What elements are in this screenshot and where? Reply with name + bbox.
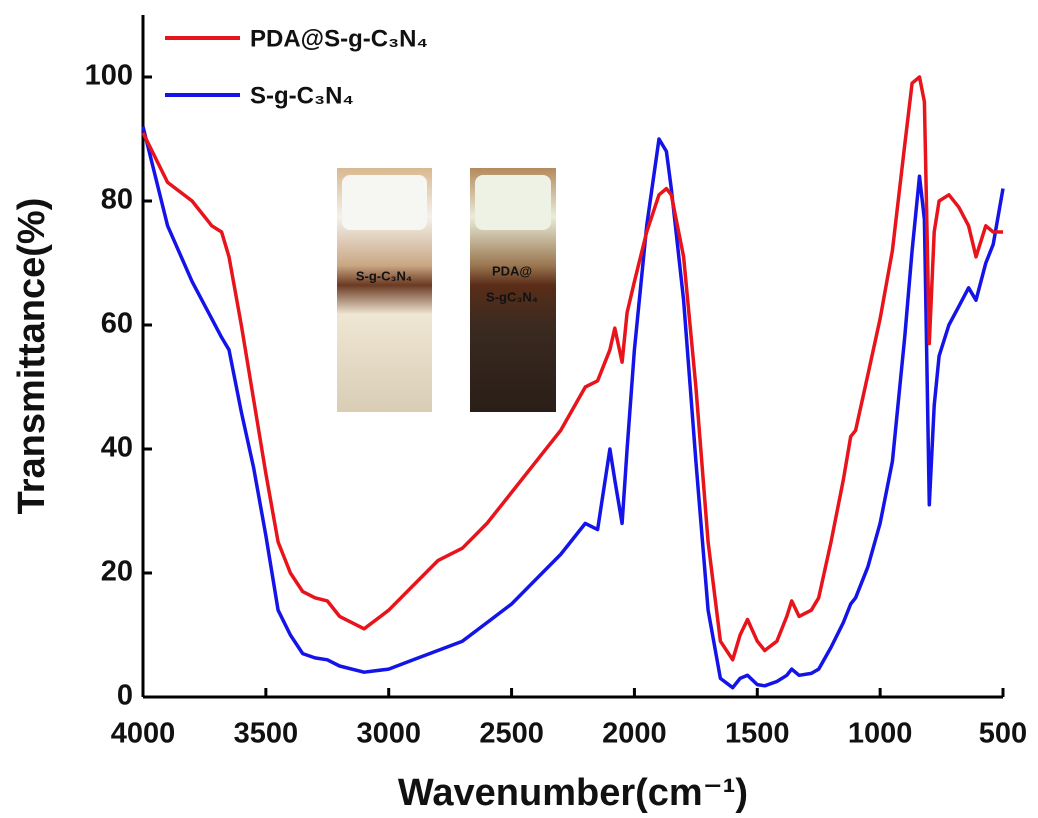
x-tick-label: 4000 bbox=[111, 718, 176, 750]
y-tick-label: 0 bbox=[117, 680, 133, 712]
y-tick-label: 60 bbox=[101, 308, 133, 340]
inset-label: S-gC₃N₄ bbox=[486, 289, 538, 304]
x-axis-title: Wavenumber(cm⁻¹) bbox=[398, 772, 748, 814]
x-tick-label: 3000 bbox=[356, 718, 421, 750]
inset-label: PDA@ bbox=[492, 263, 532, 278]
legend-label: PDA@S-g-C₃N₄ bbox=[250, 25, 428, 52]
legend-label: S-g-C₃N₄ bbox=[250, 82, 354, 109]
x-tick-label: 2000 bbox=[602, 718, 667, 750]
inset-photos: S-g-C₃N₄ PDA@ S-gC₃N₄ bbox=[337, 168, 556, 412]
y-tick-label: 100 bbox=[85, 60, 133, 92]
y-tick-label: 80 bbox=[101, 184, 133, 216]
y-tick-label: 20 bbox=[101, 556, 133, 588]
x-tick-label: 500 bbox=[979, 718, 1027, 750]
x-tick-label: 1000 bbox=[848, 718, 913, 750]
series-line bbox=[141, 126, 1005, 690]
x-tick-label: 1500 bbox=[725, 718, 790, 750]
y-axis-title: Transmittance(%) bbox=[11, 198, 53, 515]
cap bbox=[342, 175, 427, 230]
series-line bbox=[141, 75, 1003, 662]
x-tick-label: 3500 bbox=[234, 718, 299, 750]
inset-label: S-g-C₃N₄ bbox=[356, 268, 412, 283]
cap bbox=[475, 175, 551, 230]
x-tick-label: 2500 bbox=[479, 718, 544, 750]
y-tick-label: 40 bbox=[101, 432, 133, 464]
